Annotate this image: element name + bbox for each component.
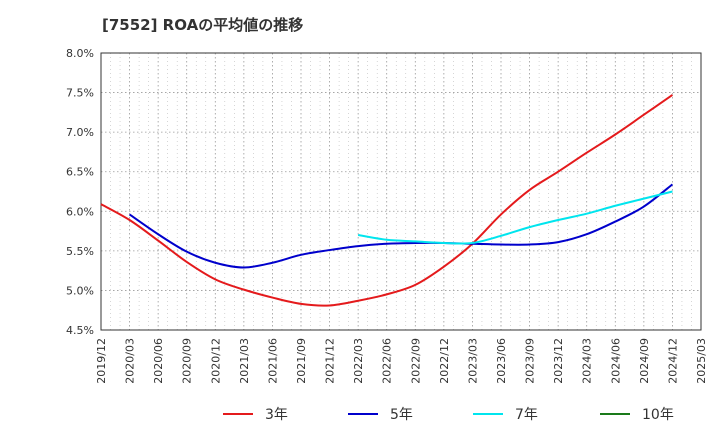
x-tick-label: 2020/09 [181, 338, 194, 384]
y-tick-label: 8.0% [66, 47, 94, 60]
x-tick-label: 2023/03 [466, 338, 479, 384]
x-tick-label: 2022/03 [352, 338, 365, 384]
y-tick-label: 7.5% [66, 87, 94, 100]
y-tick-label: 7.0% [66, 126, 94, 139]
x-tick-label: 2024/12 [666, 338, 679, 384]
x-tick-label: 2020/06 [152, 338, 165, 384]
x-tick-label: 2021/09 [295, 338, 308, 384]
x-tick-label: 2021/03 [238, 338, 251, 384]
x-axis-ticks: 2019/12 2020/03 2020/06 2020/09 2020/12 2021/… [95, 338, 708, 384]
y-tick-label: 5.0% [66, 284, 94, 297]
legend-label: 7年 [515, 407, 538, 423]
legend: 3年 5年 7年 10年 [223, 407, 674, 423]
y-axis-ticks: 4.5% 5.0% 5.5% 6.0% 6.5% 7.0% 7.5% 8.0% [66, 47, 94, 337]
x-tick-label: 2022/12 [438, 338, 451, 384]
series-line-1 [100, 94, 673, 307]
x-tick-label: 2023/06 [495, 338, 508, 384]
y-tick-label: 6.5% [66, 166, 94, 179]
series-line-3 [357, 190, 673, 245]
x-tick-label: 2023/12 [552, 338, 565, 384]
x-tick-label: 2022/06 [381, 338, 394, 384]
x-tick-label: 2020/03 [124, 338, 137, 384]
series-line-2 [129, 183, 674, 269]
legend-label: 5年 [390, 407, 413, 423]
legend-label: 10年 [642, 407, 674, 423]
plot-frame [100, 52, 702, 331]
y-tick-label: 6.0% [66, 205, 94, 218]
grid-lines [101, 53, 701, 330]
chart-title: [7552] ROAの平均値の推移 [102, 16, 304, 34]
legend-label: 3年 [265, 407, 288, 423]
x-tick-label: 2024/06 [609, 338, 622, 384]
x-tick-label: 2024/03 [581, 338, 594, 384]
x-tick-label: 2019/12 [95, 338, 108, 384]
x-tick-label: 2025/03 [695, 338, 708, 384]
y-tick-label: 5.5% [66, 245, 94, 258]
x-tick-label: 2023/09 [524, 338, 537, 384]
x-tick-label: 2021/06 [266, 338, 279, 384]
x-tick-label: 2024/09 [638, 338, 651, 384]
y-tick-label: 4.5% [66, 324, 94, 337]
x-tick-label: 2022/09 [409, 338, 422, 384]
x-tick-label: 2021/12 [324, 338, 337, 384]
x-tick-label: 2020/12 [209, 338, 222, 384]
series-lines [100, 94, 674, 307]
